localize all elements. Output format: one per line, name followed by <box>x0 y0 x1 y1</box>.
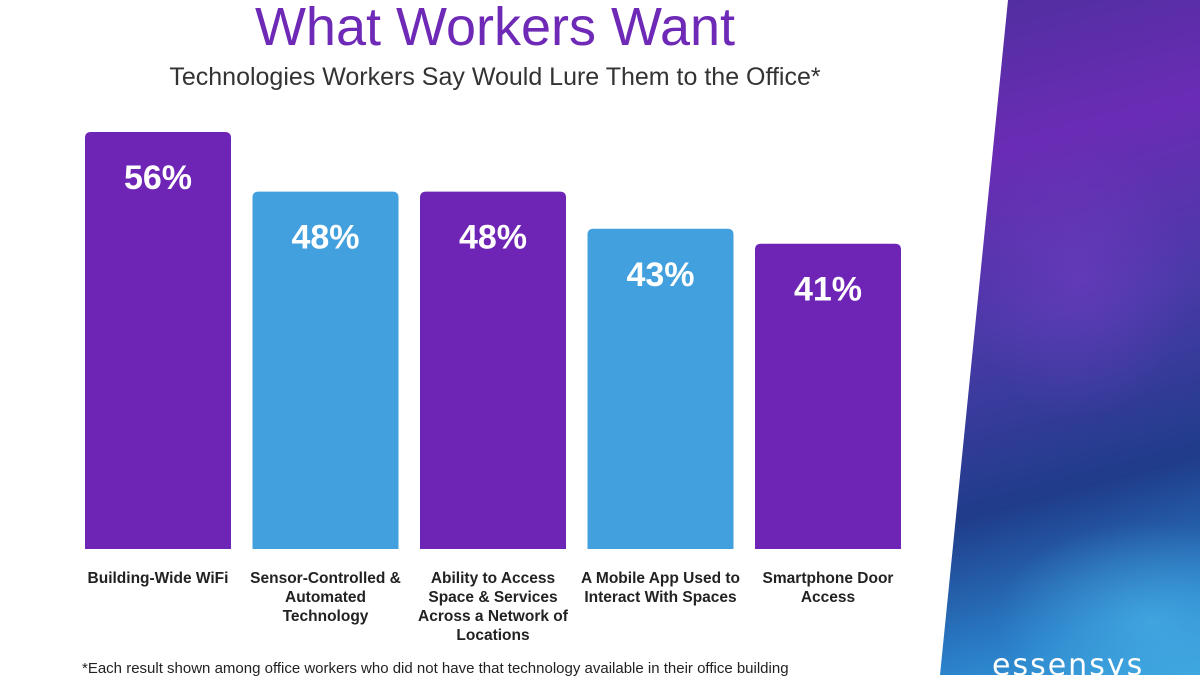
footnote: *Each result shown among office workers … <box>82 660 789 677</box>
category-label-4: A Mobile App Used to Interact With Space… <box>580 570 740 606</box>
category-label-1: Building-Wide WiFi <box>87 570 229 587</box>
chart-title: What Workers Want <box>254 0 736 57</box>
category-label-5: Smartphone Door Access <box>762 570 894 606</box>
essensys-logo: essensys <box>992 648 1145 683</box>
bar-2 <box>252 191 399 550</box>
bar-value-label-2: 48% <box>291 219 359 257</box>
bar-4 <box>587 228 734 549</box>
bar-5 <box>755 243 901 550</box>
bar-value-label-1: 56% <box>124 159 192 197</box>
bar-3 <box>420 191 566 550</box>
category-label-2: Sensor-Controlled & Automated Technology <box>250 570 401 625</box>
bar-value-label-3: 48% <box>459 219 527 257</box>
chart-subtitle: Technologies Workers Say Would Lure Them… <box>169 63 821 91</box>
category-label-3: Ability to Access Space & Services Acros… <box>418 570 568 644</box>
bar-value-label-4: 43% <box>626 256 694 294</box>
bar-1 <box>85 132 231 549</box>
bar-value-label-5: 41% <box>794 271 862 309</box>
